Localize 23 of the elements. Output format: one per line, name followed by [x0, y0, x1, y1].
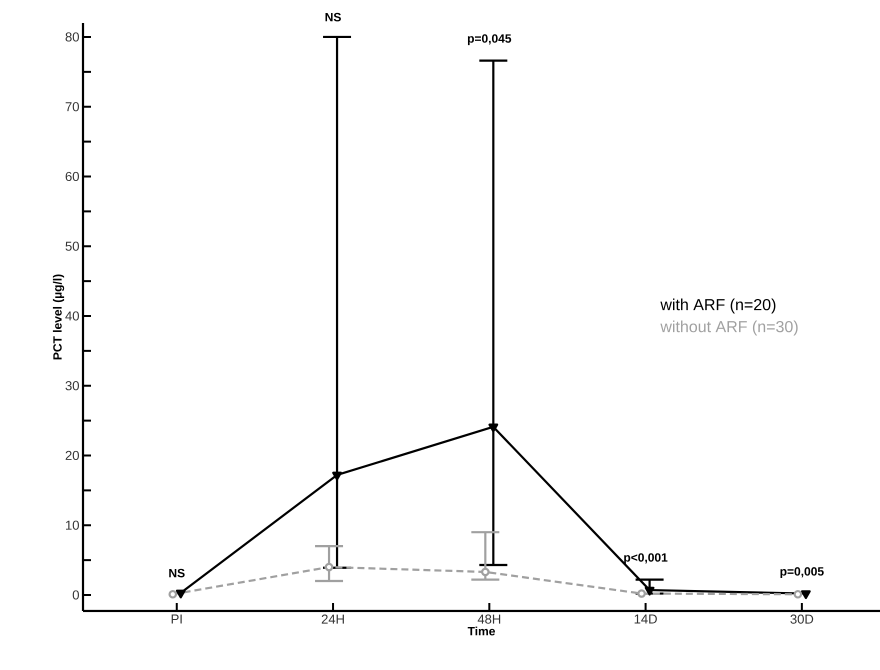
text: without ARF (n=30) [660, 320, 798, 336]
annotation: p=0,005 [780, 567, 824, 578]
x-tick-label: 30D [790, 614, 814, 624]
y-tick-label: 20 [66, 450, 79, 460]
x-tick-label: 14D [634, 614, 657, 624]
y-axis-title: PCT level (µg/l) [52, 274, 64, 360]
y-tick-label: 40 [65, 311, 79, 321]
y-tick-label: 30 [66, 381, 79, 390]
x-axis-title: Time [468, 626, 495, 636]
y-tick-label: 80 [66, 32, 79, 42]
y-tick-label: 50 [66, 242, 79, 251]
annotation: p=0,045 [468, 34, 512, 46]
y-tick-label: 70 [66, 102, 79, 112]
y-tick-label: 0 [72, 590, 79, 600]
text: NS [326, 12, 341, 22]
x-tick-label: 48H [478, 614, 500, 624]
x-tick-label: PI [172, 614, 182, 624]
annotation: NS [169, 568, 185, 578]
y-tick-label: 60 [66, 172, 79, 182]
x-tick-label: 24H [322, 614, 344, 624]
text: with ARF (n=20) [660, 298, 776, 314]
annotation: p<0,001 [624, 553, 668, 564]
y-tick-label: 10 [66, 520, 79, 530]
